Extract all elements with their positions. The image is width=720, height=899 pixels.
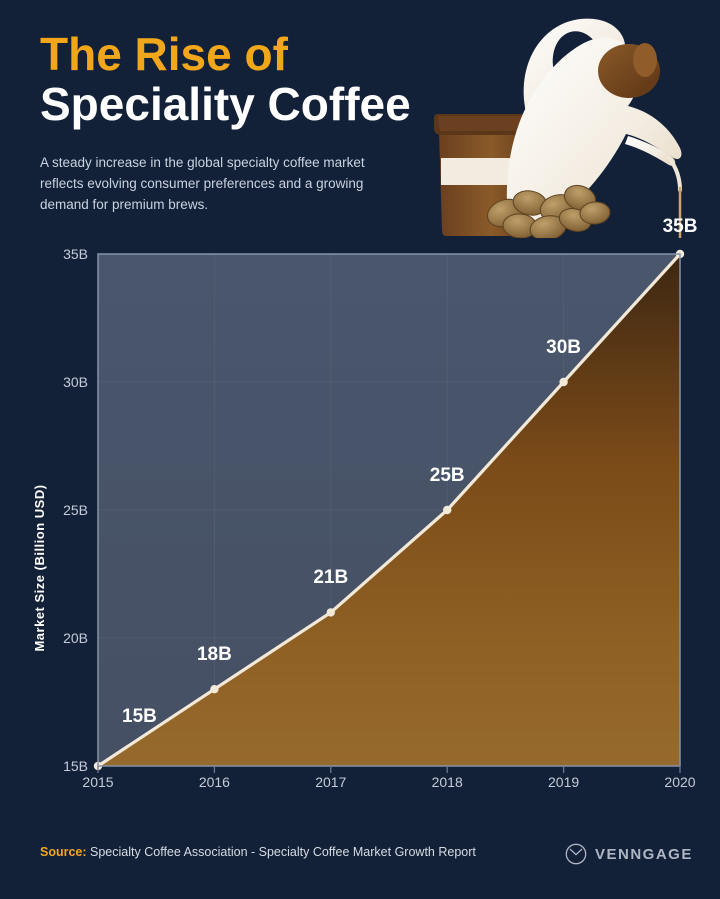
svg-text:15B: 15B [63, 758, 88, 774]
svg-text:35B: 35B [63, 246, 88, 262]
svg-text:Market Size (Billion USD): Market Size (Billion USD) [32, 484, 47, 651]
svg-text:25B: 25B [430, 465, 465, 486]
svg-text:2016: 2016 [199, 774, 230, 790]
svg-text:2015: 2015 [82, 774, 113, 790]
svg-text:2020: 2020 [664, 774, 695, 790]
svg-text:30B: 30B [63, 374, 88, 390]
svg-text:21B: 21B [313, 567, 348, 588]
svg-text:30B: 30B [546, 337, 581, 358]
svg-text:18B: 18B [197, 644, 232, 665]
svg-text:25B: 25B [63, 502, 88, 518]
svg-text:2019: 2019 [548, 774, 579, 790]
svg-text:2017: 2017 [315, 774, 346, 790]
svg-text:2018: 2018 [432, 774, 463, 790]
svg-text:15B: 15B [122, 706, 157, 727]
svg-text:35B: 35B [663, 216, 698, 237]
svg-text:20B: 20B [63, 630, 88, 646]
